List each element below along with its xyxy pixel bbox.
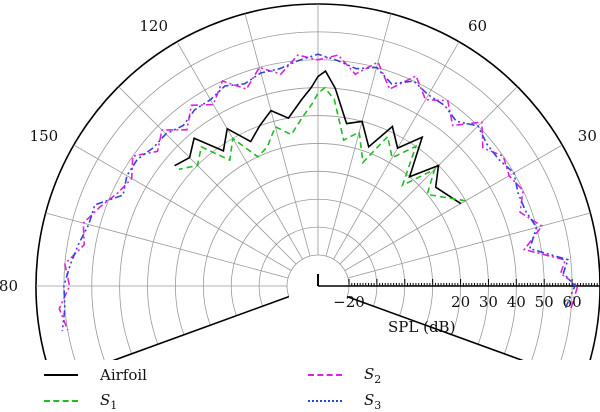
grid-spoke (118, 86, 297, 265)
legend-item-s1: S1 (44, 390, 117, 412)
radial-tick-label: 50 (535, 293, 554, 311)
angle-tick-150: 150 (30, 127, 59, 145)
grid-spoke (344, 144, 563, 271)
legend-swatch-airfoil (44, 374, 78, 376)
grid-spoke (339, 86, 518, 265)
legend-label-airfoil: Airfoil (100, 366, 147, 384)
grid-spoke (244, 13, 311, 257)
series-s3-line (61, 53, 576, 332)
legend-swatch-s2 (308, 374, 342, 376)
angle-tick-60: 60 (468, 17, 487, 35)
series-s2-line (58, 54, 579, 331)
legend-swatch-s3 (308, 400, 342, 402)
grid-spoke (325, 13, 392, 257)
legend-item-s3: S3 (308, 390, 381, 412)
radial-tick-label: 30 (479, 293, 498, 311)
grid-ring (35, 3, 600, 360)
radial-tick-label: 20 (451, 293, 470, 311)
grid-spoke (73, 144, 292, 271)
legend-label-s3: S3 (364, 390, 382, 412)
series-airfoil-line (174, 69, 462, 205)
radial-tick-label: −20 (333, 293, 365, 311)
angle-tick-180: 180 (0, 277, 18, 295)
grid-spoke (347, 212, 591, 279)
sector-edge (346, 295, 524, 360)
series-layer (58, 53, 579, 332)
radial-tick-label: 40 (507, 293, 526, 311)
angle-tick-120: 120 (139, 17, 168, 35)
legend-label-s2: S2 (364, 364, 382, 386)
polar-grid (35, 3, 600, 360)
radial-tick-label: 60 (563, 293, 582, 311)
grid-spoke (176, 41, 303, 260)
series-s1-line (178, 86, 466, 202)
radial-axis-label: SPL (dB) (388, 318, 455, 336)
legend-item-s2: S2 (308, 364, 381, 386)
grid-spoke (45, 212, 289, 279)
legend: Airfoil S1 S2 S3 (0, 360, 600, 412)
legend-swatch-s1 (44, 400, 78, 402)
legend-item-airfoil: Airfoil (44, 364, 147, 386)
angle-tick-30: 30 (578, 127, 597, 145)
grid-spoke (333, 41, 460, 260)
legend-label-s1: S1 (100, 390, 118, 412)
sector-edge (112, 295, 290, 360)
